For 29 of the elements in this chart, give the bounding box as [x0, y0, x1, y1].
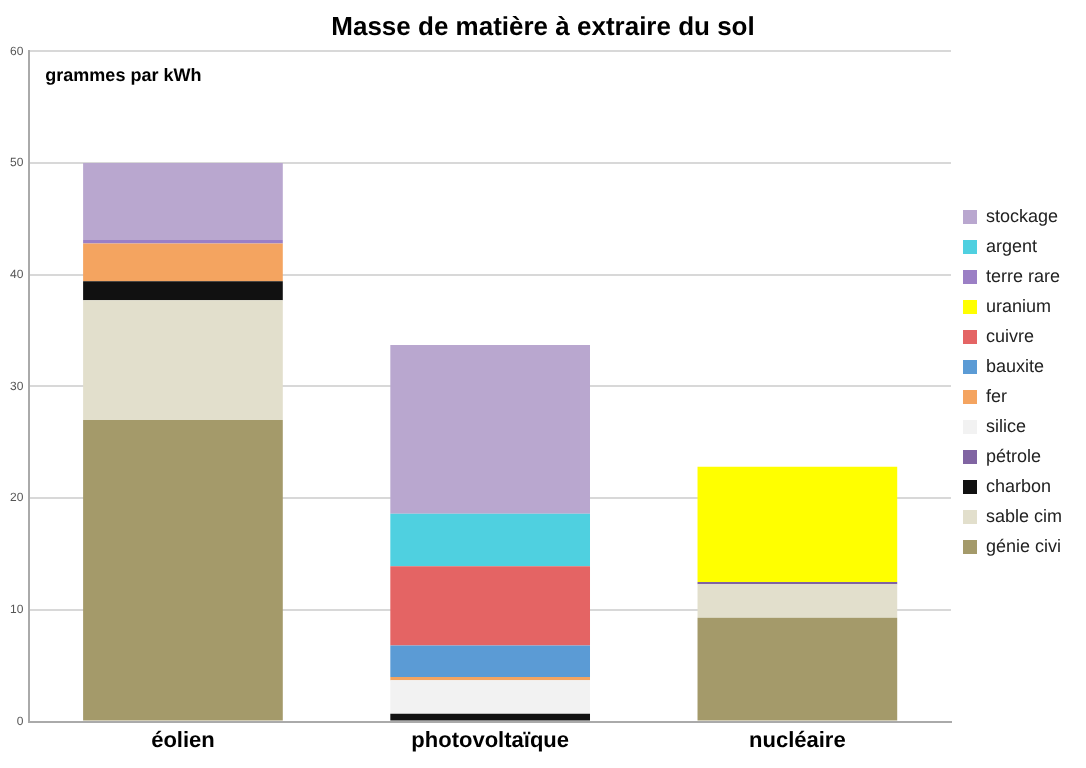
bar	[390, 713, 590, 721]
legend-label: argent	[985, 235, 1039, 256]
legend-label: uranium	[985, 295, 1052, 316]
bar	[83, 281, 283, 301]
legend-label: sable cim	[985, 505, 1063, 526]
legend-label: bauxite	[985, 355, 1045, 376]
legend-label: silice	[985, 415, 1027, 436]
bar	[390, 645, 590, 677]
legend-label: génie civi	[985, 535, 1062, 556]
bar	[390, 513, 590, 567]
annotation: grammes par kWh	[45, 65, 202, 86]
bar	[390, 680, 590, 714]
x-tick-label: nucléaire	[749, 728, 846, 753]
x-tick-label: photovoltaïque	[411, 728, 569, 753]
bar	[390, 566, 590, 646]
legend-label: cuivre	[985, 325, 1035, 346]
bar	[83, 162, 283, 241]
chart-title: Masse de matière à extraire du sol	[331, 10, 755, 41]
bar	[83, 419, 283, 721]
bar	[697, 617, 898, 721]
bar	[390, 345, 590, 514]
x-tick-label: éolien	[151, 728, 216, 753]
legend-label: fer	[985, 385, 1008, 406]
bar	[83, 243, 283, 282]
legend-label: stockage	[985, 205, 1059, 226]
legend-label: terre rare	[985, 265, 1061, 286]
legend-label: charbon	[985, 475, 1052, 496]
bar	[697, 466, 898, 582]
legend-label: pétrole	[985, 445, 1042, 466]
